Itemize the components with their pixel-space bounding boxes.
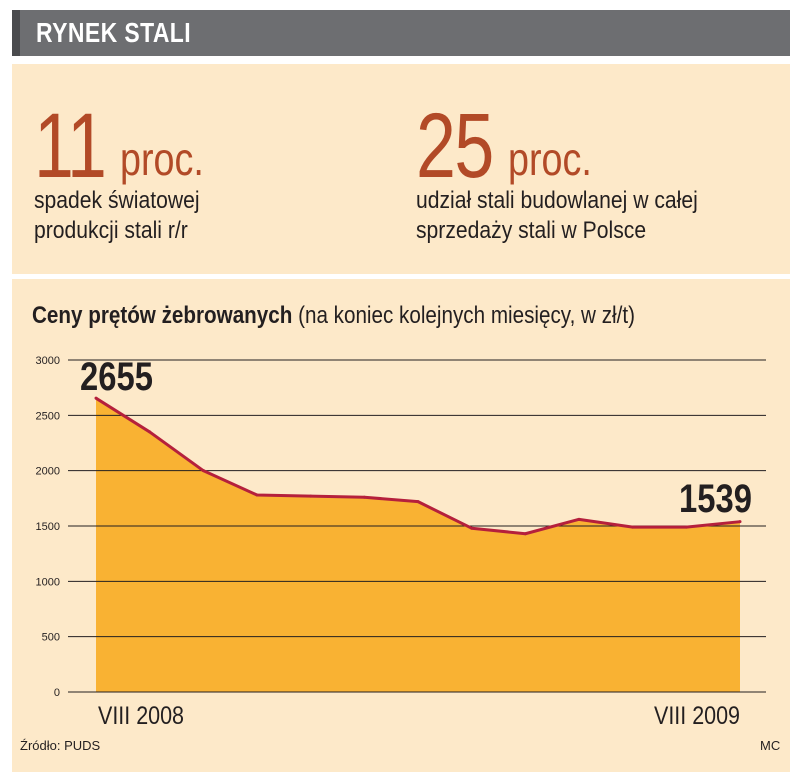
stat-1-desc-line2: produkcji stali r/r [34, 217, 188, 244]
y-tick-label-0: 0 [54, 687, 60, 699]
data-point-4 [309, 494, 313, 498]
data-point-8 [523, 532, 527, 536]
data-point-12 [738, 520, 742, 524]
page-title: RYNEK STALI [36, 17, 192, 48]
header-bar: RYNEK STALI [12, 10, 790, 56]
y-tick-label-1500: 1500 [36, 521, 60, 533]
stat-1-desc-line1: spadek światowej [34, 187, 200, 214]
stat-1-unit: proc. [120, 133, 204, 185]
y-tick-label-3000: 3000 [36, 355, 60, 367]
chart-subtitle: (na koniec kolejnych miesięcy, w zł/t) [298, 302, 635, 329]
y-tick-label-2500: 2500 [36, 410, 60, 422]
data-point-11 [684, 525, 688, 529]
data-point-3 [255, 493, 259, 497]
data-point-5 [362, 495, 366, 499]
data-point-0 [94, 396, 98, 400]
author-credit: MC [760, 738, 781, 753]
x-tick-label-end: VIII 2009 [654, 701, 740, 729]
annotation-end-value: 1539 [679, 476, 752, 521]
stat-2-unit: proc. [508, 133, 592, 185]
stat-1-value: 11 [34, 95, 107, 197]
stat-2-desc-line1: udział stali budowlanej w całej [416, 187, 698, 214]
chart-title: Ceny prętów żebrowanych (na koniec kolej… [32, 302, 635, 330]
x-tick-label-start: VIII 2008 [98, 701, 184, 729]
annotation-start-value: 2655 [80, 354, 153, 399]
data-point-1 [148, 430, 152, 434]
y-tick-label-2000: 2000 [36, 466, 60, 478]
header-accent [12, 10, 20, 56]
stat-2-value: 25 [416, 95, 494, 197]
data-point-10 [631, 525, 635, 529]
data-point-7 [470, 526, 474, 530]
data-point-6 [416, 500, 420, 504]
y-tick-label-500: 500 [42, 632, 60, 644]
series-area-fill [96, 398, 740, 692]
source-note: Źródło: PUDS [20, 738, 101, 753]
chart-title-main: Ceny prętów żebrowanych [32, 302, 293, 329]
section-divider [12, 274, 790, 279]
stat-2-desc-line2: sprzedaży stali w Polsce [416, 217, 647, 244]
data-point-9 [577, 517, 581, 521]
data-point-2 [201, 469, 205, 473]
y-tick-label-1000: 1000 [36, 576, 60, 588]
